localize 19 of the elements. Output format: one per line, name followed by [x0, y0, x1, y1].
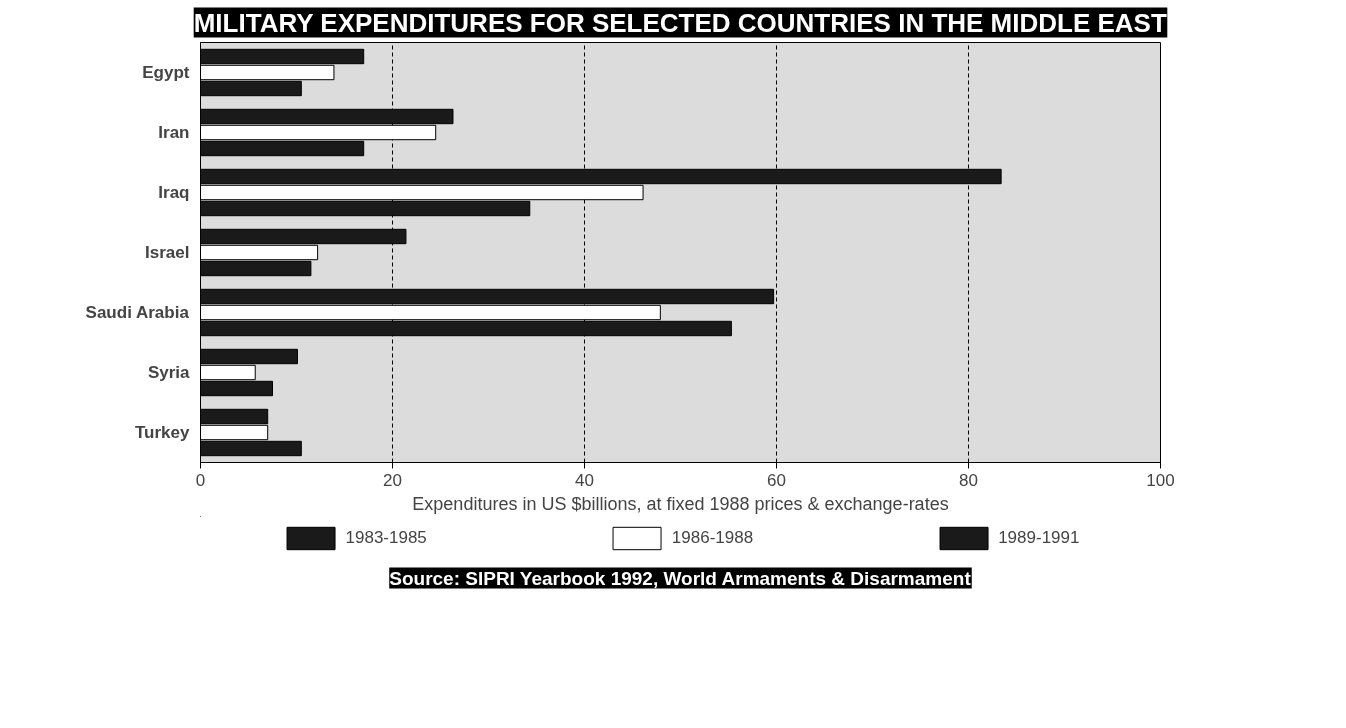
legend-label: 1989-1991	[998, 527, 1080, 549]
y-tick-label: Turkey	[135, 423, 191, 442]
x-tick-label: 40	[575, 470, 594, 490]
x-tick-label: 20	[383, 470, 402, 490]
legend-label: 1983-1985	[345, 527, 427, 549]
y-tick-label: Egypt	[142, 63, 190, 82]
y-tick-label: Saudi Arabia	[85, 303, 190, 322]
y-tick-label: Iraq	[158, 183, 190, 202]
chart-title: MILITARY EXPENDITURES FOR SELECTED COUNTRIES IN THE MIDDLE EAST	[193, 7, 1167, 38]
y-tick-label: Iran	[158, 123, 190, 142]
x-tick-label: 80	[959, 470, 978, 490]
y-tick-label: Israel	[145, 243, 190, 262]
source-note: Source: SIPRI Yearbook 1992, World Armaments & Disarmament	[389, 567, 972, 589]
x-tick-label: 60	[767, 470, 786, 490]
x-tick-label: 100	[1146, 470, 1175, 490]
legend-label: 1986-1988	[671, 527, 754, 549]
x-tick-label: 0	[195, 470, 206, 490]
y-tick-label: Syria	[147, 363, 191, 382]
x-axis-title: Expenditures in US $billions, at fixed 1988 prices & exchange-rates	[412, 493, 949, 514]
